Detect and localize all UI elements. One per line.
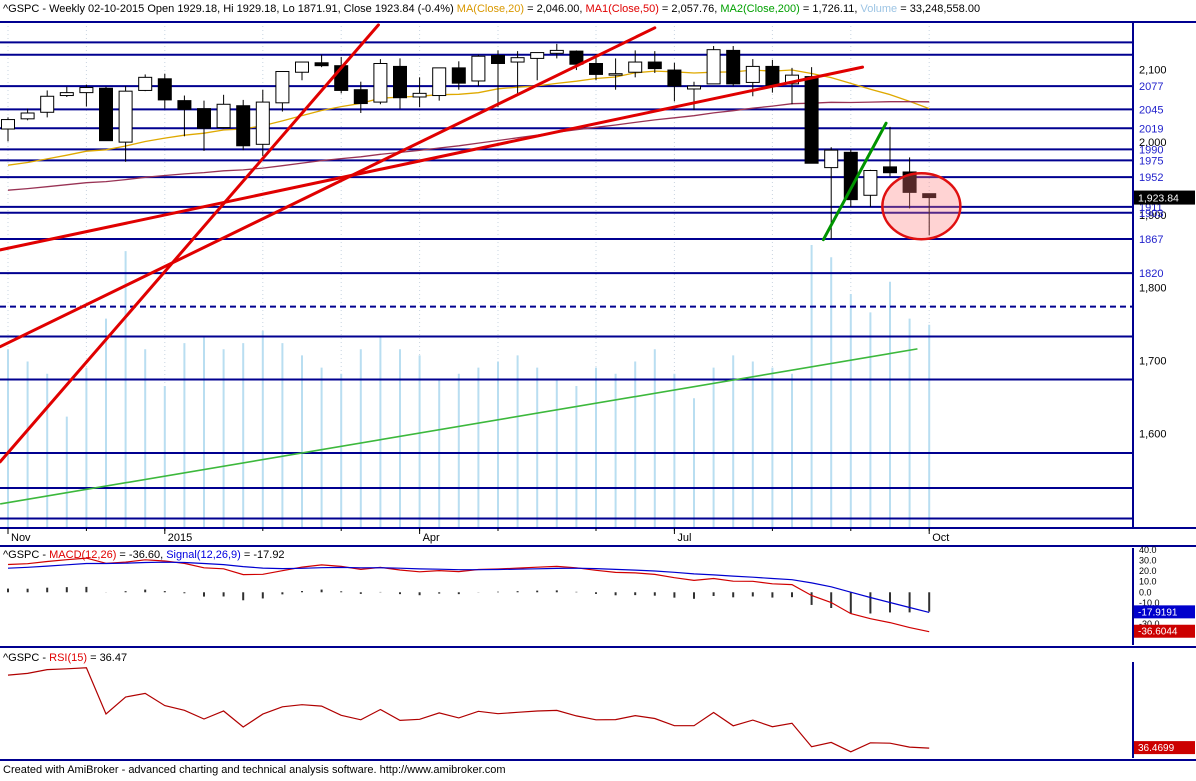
svg-text:Jul: Jul	[677, 532, 691, 544]
title-segment: MA2(Close,200)	[720, 3, 800, 15]
svg-text:1903: 1903	[1139, 208, 1163, 220]
title-segment: MACD(12,26)	[49, 549, 117, 561]
svg-text:1975: 1975	[1139, 155, 1163, 167]
svg-text:2,000: 2,000	[1139, 137, 1167, 149]
svg-text:40.0: 40.0	[1139, 545, 1157, 555]
title-segment: MA(Close,20)	[456, 3, 525, 15]
highlight-ellipse	[881, 171, 962, 241]
status-bar-text: Created with AmiBroker - advanced charti…	[3, 764, 506, 776]
svg-text:-30.0: -30.0	[1139, 619, 1160, 629]
red-trendlines	[0, 23, 865, 464]
svg-text:1,600: 1,600	[1139, 428, 1167, 440]
svg-text:2015: 2015	[168, 532, 192, 544]
svg-text:1820: 1820	[1139, 268, 1163, 280]
macd-value-tags: -17.9191 -36.6044	[1134, 605, 1195, 638]
rsi-panel-title: ^GSPC - RSI(15) = 36.47	[3, 652, 127, 664]
title-segment: ^GSPC -	[3, 549, 50, 561]
title-segment: ^GSPC -	[3, 652, 50, 664]
title-segment: = -17.92	[240, 549, 285, 561]
title-segment: = -36.60,	[116, 549, 167, 561]
macd-lines	[7, 557, 930, 633]
candlesticks	[1, 43, 937, 239]
svg-text:1990: 1990	[1139, 144, 1163, 156]
last-price-tag: 1,923.84	[1134, 190, 1195, 205]
svg-text:Apr: Apr	[423, 532, 440, 544]
title-segment: = 2,046.00,	[524, 3, 586, 15]
svg-text:Oct: Oct	[932, 532, 949, 544]
svg-text:1,700: 1,700	[1139, 356, 1167, 368]
svg-text:2045: 2045	[1139, 104, 1163, 116]
date-axis: Nov 2015 Apr Jul Oct	[7, 528, 949, 544]
rsi-line	[7, 667, 930, 753]
title-segment: = 1,726.11,	[799, 3, 861, 15]
svg-text:2077: 2077	[1139, 81, 1163, 93]
title-segment: RSI(15)	[49, 652, 88, 664]
svg-text:1867: 1867	[1139, 234, 1163, 246]
rsi-value-tag: 36.4699	[1134, 741, 1195, 755]
title-segment: MA1(Close,50)	[585, 3, 659, 15]
title-segment: = 33,248,558.00	[897, 3, 981, 15]
title-segment: = 36.47	[87, 652, 128, 664]
svg-text:20.0: 20.0	[1139, 566, 1157, 576]
svg-text:10.0: 10.0	[1139, 577, 1157, 587]
moving-average-lines	[0, 69, 930, 505]
svg-text:Nov: Nov	[11, 532, 31, 544]
svg-text:2019: 2019	[1139, 123, 1163, 135]
price-panel-title: ^GSPC - Weekly 02-10-2015 Open 1929.18, …	[3, 3, 980, 15]
volume-bars	[7, 245, 931, 527]
svg-text:-17.9191: -17.9191	[1138, 607, 1178, 618]
price-axis: 2,100 2,000 1,900 1,800 1,700 1,600 2077 2045 20…	[1139, 64, 1167, 440]
title-segment: = 2,057.76,	[658, 3, 721, 15]
panel-borders	[0, 21, 1196, 761]
svg-text:1952: 1952	[1139, 172, 1163, 184]
svg-text:1,923.84: 1,923.84	[1138, 193, 1179, 205]
title-segment: ^GSPC - Weekly 02-10-2015 Open 1929.18, …	[3, 3, 457, 15]
svg-text:-36.6044: -36.6044	[1138, 627, 1178, 638]
svg-text:1,800: 1,800	[1139, 283, 1167, 295]
macd-panel-title: ^GSPC - MACD(12,26) = -36.60, Signal(12,…	[3, 549, 285, 561]
title-segment: Signal(12,26,9)	[166, 549, 241, 561]
svg-text:0.0: 0.0	[1139, 587, 1152, 597]
svg-text:36.4699: 36.4699	[1138, 743, 1175, 754]
svg-text:-10.0: -10.0	[1139, 598, 1160, 608]
green-trendline	[821, 121, 888, 242]
svg-text:30.0: 30.0	[1139, 556, 1157, 566]
svg-text:1,900: 1,900	[1139, 210, 1167, 222]
macd-histogram	[7, 586, 931, 614]
title-segment: Volume	[860, 3, 898, 15]
support-resistance-lines	[0, 41, 1133, 520]
svg-text:2,100: 2,100	[1139, 64, 1167, 76]
svg-text:1911: 1911	[1139, 202, 1163, 214]
